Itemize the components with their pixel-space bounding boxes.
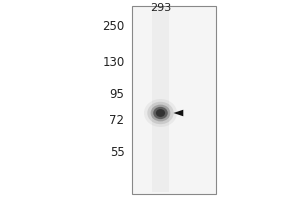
Ellipse shape xyxy=(151,105,170,121)
Text: 55: 55 xyxy=(110,146,124,160)
Text: 250: 250 xyxy=(102,21,124,33)
Bar xyxy=(132,6,216,194)
Ellipse shape xyxy=(147,102,174,124)
Text: 72: 72 xyxy=(110,114,124,128)
Text: 95: 95 xyxy=(110,88,124,102)
Polygon shape xyxy=(173,110,183,116)
Ellipse shape xyxy=(144,99,177,127)
Text: 293: 293 xyxy=(150,3,171,13)
Text: 130: 130 xyxy=(102,56,124,70)
Bar xyxy=(152,8,169,192)
Ellipse shape xyxy=(156,109,165,117)
Ellipse shape xyxy=(153,107,168,119)
